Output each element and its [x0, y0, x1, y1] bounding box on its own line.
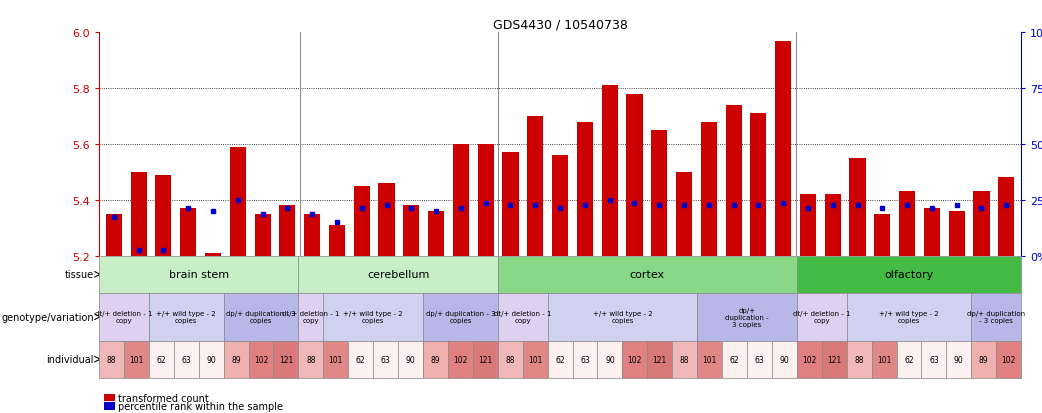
Text: 63: 63	[580, 355, 590, 364]
Text: dt/+ deletion - 1
copy: dt/+ deletion - 1 copy	[494, 311, 551, 323]
Text: genotype/variation: genotype/variation	[1, 312, 94, 322]
Text: 102: 102	[627, 355, 642, 364]
Text: cortex: cortex	[629, 270, 665, 280]
Text: 102: 102	[802, 355, 817, 364]
Text: 63: 63	[380, 355, 391, 364]
Bar	[353, 186, 370, 256]
Text: 88: 88	[106, 355, 117, 364]
Text: brain stem: brain stem	[169, 270, 229, 280]
Text: 121: 121	[827, 355, 841, 364]
Bar	[651, 131, 667, 256]
Bar	[130, 173, 147, 256]
Bar	[824, 195, 841, 256]
Text: +/+ wild type - 2
copies: +/+ wild type - 2 copies	[879, 311, 939, 323]
Bar	[155, 175, 172, 256]
Bar	[973, 192, 990, 256]
Text: 88: 88	[854, 355, 864, 364]
Bar	[725, 106, 742, 256]
Text: dt/+ deletion - 1
copy: dt/+ deletion - 1 copy	[793, 311, 850, 323]
Text: individual: individual	[46, 354, 94, 364]
Text: 62: 62	[729, 355, 740, 364]
Bar	[502, 153, 519, 256]
Text: 101: 101	[528, 355, 542, 364]
Bar	[577, 122, 593, 256]
Text: dp/+
duplication -
3 copies: dp/+ duplication - 3 copies	[725, 307, 769, 327]
Bar	[849, 159, 866, 256]
Text: +/+ wild type - 2
copies: +/+ wild type - 2 copies	[343, 311, 403, 323]
Text: 62: 62	[356, 355, 366, 364]
Text: 121: 121	[279, 355, 293, 364]
Text: dp/+ duplication - 3
copies: dp/+ duplication - 3 copies	[425, 311, 495, 323]
Text: 62: 62	[904, 355, 914, 364]
Bar	[453, 145, 469, 256]
Bar	[874, 214, 891, 256]
Bar	[899, 192, 915, 256]
Bar	[205, 253, 221, 256]
Text: 90: 90	[405, 355, 416, 364]
Text: transformed count: transformed count	[118, 393, 208, 403]
Bar	[477, 145, 494, 256]
Bar	[254, 214, 271, 256]
Text: +/+ wild type - 2
copies: +/+ wild type - 2 copies	[156, 311, 216, 323]
Bar	[378, 184, 395, 256]
Text: 63: 63	[181, 355, 191, 364]
Bar	[775, 41, 791, 256]
Text: 89: 89	[231, 355, 241, 364]
Text: olfactory: olfactory	[885, 270, 934, 280]
Bar	[998, 178, 1014, 256]
Bar	[428, 211, 444, 256]
Text: dt/+ deletion - 1
copy: dt/+ deletion - 1 copy	[95, 311, 153, 323]
Text: dp/+ duplication - 3
copies: dp/+ duplication - 3 copies	[226, 311, 296, 323]
Text: 62: 62	[555, 355, 565, 364]
Text: 121: 121	[652, 355, 667, 364]
Text: 102: 102	[254, 355, 268, 364]
Text: +/+ wild type - 2
copies: +/+ wild type - 2 copies	[593, 311, 652, 323]
Text: 90: 90	[779, 355, 789, 364]
Bar	[701, 122, 717, 256]
Text: 90: 90	[206, 355, 216, 364]
Text: 88: 88	[505, 355, 515, 364]
Bar	[676, 173, 692, 256]
Text: 121: 121	[478, 355, 493, 364]
Text: 90: 90	[605, 355, 615, 364]
Text: dp/+ duplication
- 3 copies: dp/+ duplication - 3 copies	[967, 311, 1025, 323]
Text: 102: 102	[453, 355, 468, 364]
Bar	[800, 195, 816, 256]
Bar	[304, 214, 320, 256]
Text: tissue: tissue	[65, 270, 94, 280]
Text: 101: 101	[877, 355, 891, 364]
Title: GDS4430 / 10540738: GDS4430 / 10540738	[493, 19, 627, 32]
Text: 90: 90	[954, 355, 964, 364]
Text: 88: 88	[680, 355, 690, 364]
Bar	[601, 86, 618, 256]
Bar	[403, 206, 419, 256]
Text: 63: 63	[929, 355, 939, 364]
Text: 101: 101	[328, 355, 343, 364]
Bar	[626, 95, 643, 256]
Text: 102: 102	[1001, 355, 1016, 364]
Text: 63: 63	[754, 355, 765, 364]
Bar	[948, 211, 965, 256]
Text: 101: 101	[129, 355, 144, 364]
Bar	[552, 156, 568, 256]
Text: dt/+ deletion - 1
copy: dt/+ deletion - 1 copy	[282, 311, 340, 323]
Bar	[750, 114, 767, 256]
Text: cerebellum: cerebellum	[367, 270, 429, 280]
Bar	[229, 147, 246, 256]
Bar	[527, 116, 543, 256]
Bar	[924, 209, 940, 256]
Text: 88: 88	[306, 355, 316, 364]
Text: 62: 62	[156, 355, 166, 364]
Bar	[279, 206, 296, 256]
Text: 89: 89	[979, 355, 989, 364]
Bar	[329, 225, 345, 256]
Bar	[180, 209, 196, 256]
Text: 89: 89	[430, 355, 441, 364]
Bar	[106, 214, 122, 256]
Text: percentile rank within the sample: percentile rank within the sample	[118, 401, 282, 411]
Text: 101: 101	[702, 355, 717, 364]
